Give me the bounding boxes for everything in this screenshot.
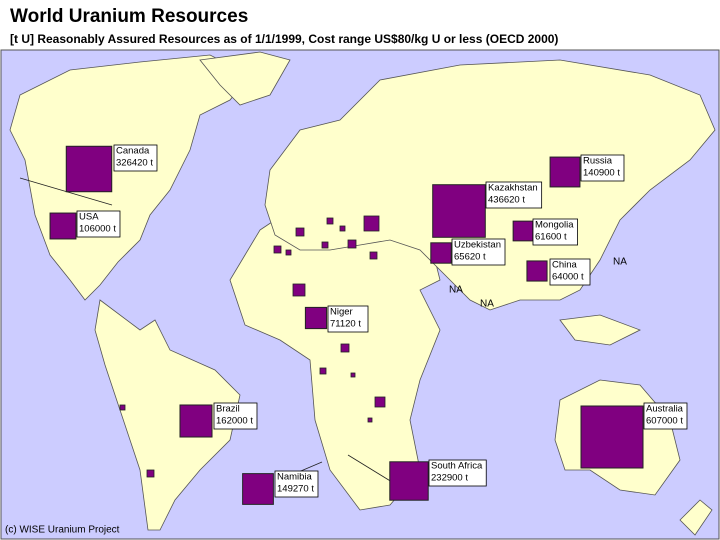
minor-deposit bbox=[374, 396, 386, 408]
value-label: 436620 t bbox=[488, 195, 525, 206]
resource-square bbox=[580, 405, 644, 469]
minor-deposit bbox=[350, 372, 356, 378]
resource-square bbox=[304, 306, 328, 330]
value-label: 149270 t bbox=[277, 484, 314, 495]
value-label: 162000 t bbox=[216, 416, 253, 427]
na-label: NA bbox=[449, 285, 463, 296]
leader-line bbox=[347, 454, 393, 483]
label-box bbox=[113, 144, 158, 172]
country-name: Niger bbox=[330, 307, 353, 318]
minor-deposit bbox=[340, 343, 350, 353]
minor-deposit bbox=[347, 239, 357, 249]
country-name: Mongolia bbox=[535, 220, 574, 231]
na-label: NA bbox=[613, 257, 627, 268]
label-box bbox=[485, 181, 543, 209]
subtitle: [t U] Reasonably Assured Resources as of… bbox=[10, 32, 558, 46]
label-box bbox=[76, 210, 121, 238]
country-name: Kazakhstan bbox=[488, 183, 538, 194]
label-box bbox=[643, 402, 688, 430]
na-label: NA bbox=[480, 299, 494, 310]
value-label: 232900 t bbox=[431, 473, 468, 484]
resource-square bbox=[549, 156, 581, 188]
minor-deposit bbox=[326, 217, 334, 225]
label-box bbox=[213, 402, 258, 430]
resource-square bbox=[179, 404, 213, 438]
minor-deposit bbox=[273, 245, 282, 254]
resource-square bbox=[512, 220, 534, 242]
minor-deposit bbox=[292, 283, 306, 297]
value-label: 61600 t bbox=[535, 232, 567, 243]
label-box bbox=[451, 238, 506, 266]
credit: (c) WISE Uranium Project bbox=[5, 525, 120, 536]
value-label: 65620 t bbox=[454, 252, 486, 263]
label-box bbox=[532, 218, 578, 246]
country-name: Russia bbox=[583, 156, 613, 167]
label-box bbox=[327, 305, 369, 333]
resource-square bbox=[432, 184, 486, 238]
value-label: 140900 t bbox=[583, 168, 620, 179]
minor-deposit bbox=[285, 249, 292, 256]
value-label: 106000 t bbox=[79, 224, 116, 235]
resource-square bbox=[430, 242, 452, 264]
value-label: 607000 t bbox=[646, 416, 683, 427]
minor-deposit bbox=[319, 367, 327, 375]
value-label: 71120 t bbox=[330, 319, 361, 330]
resource-square bbox=[526, 260, 548, 282]
resource-square bbox=[389, 461, 429, 501]
country-name: China bbox=[552, 260, 578, 271]
country-name: Uzbekistan bbox=[454, 240, 501, 251]
minor-deposit bbox=[146, 469, 155, 478]
label-box bbox=[580, 154, 625, 182]
minor-deposit bbox=[295, 227, 305, 237]
country-name: Brazil bbox=[216, 404, 240, 415]
label-box bbox=[549, 258, 591, 286]
label-box bbox=[428, 459, 487, 487]
title: World Uranium Resources bbox=[10, 6, 248, 27]
country-name: South Africa bbox=[431, 461, 483, 472]
minor-deposits bbox=[119, 215, 386, 478]
country-name: USA bbox=[79, 212, 99, 223]
country-name: Canada bbox=[116, 146, 150, 157]
resource-square bbox=[49, 212, 77, 240]
country-name: Namibia bbox=[277, 472, 313, 483]
value-label: 64000 t bbox=[552, 272, 584, 283]
minor-deposit bbox=[367, 417, 373, 423]
resource-square bbox=[242, 473, 274, 505]
resource-square bbox=[65, 145, 113, 193]
minor-deposit bbox=[363, 215, 380, 232]
value-label: 326420 t bbox=[116, 158, 153, 169]
label-box bbox=[274, 470, 319, 498]
minor-deposit bbox=[321, 241, 329, 249]
minor-deposit bbox=[119, 404, 126, 411]
minor-deposit bbox=[339, 225, 346, 232]
country-name: Australia bbox=[646, 404, 684, 415]
minor-deposit bbox=[369, 251, 378, 260]
